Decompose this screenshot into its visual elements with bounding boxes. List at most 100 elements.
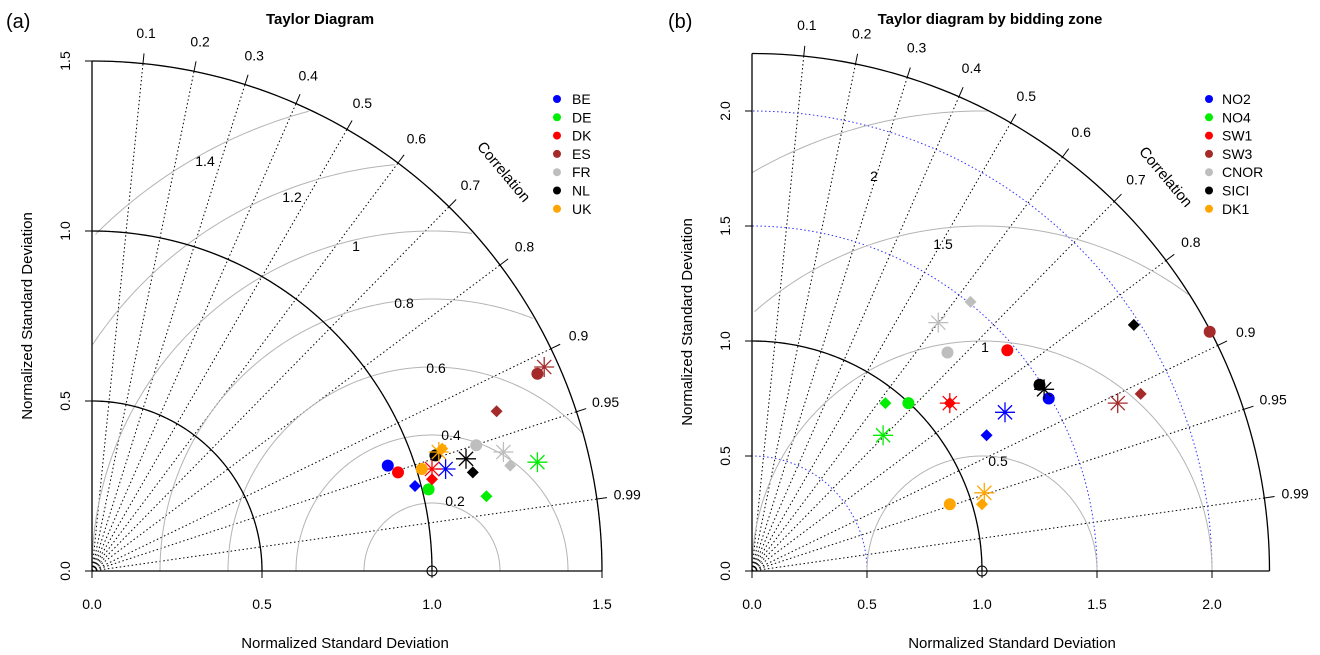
data-point-circle — [902, 397, 915, 410]
data-point-circle — [422, 483, 435, 496]
correlation-line — [751, 56, 805, 572]
x-tick-label: 0.5 — [252, 596, 272, 612]
data-point-diamond — [466, 466, 479, 479]
legend-entry: FR — [572, 164, 591, 180]
legend-entry: DK — [572, 128, 592, 144]
correlation-line — [751, 497, 1265, 572]
rms-circle — [159, 298, 533, 572]
rms-label: 1 — [981, 339, 989, 355]
x-tick-label: 0.0 — [742, 596, 762, 612]
correlation-line — [91, 63, 144, 572]
legend-swatch — [1205, 113, 1213, 122]
correlation-tick-label: 0.5 — [1017, 88, 1037, 104]
correlation-tick — [1243, 405, 1254, 410]
data-point-circle — [941, 346, 954, 359]
y-tick-label: 0.5 — [57, 391, 73, 411]
sd-unit-arc — [751, 340, 983, 572]
correlation-tick-label: 0.6 — [1071, 124, 1091, 140]
correlation-line — [91, 348, 552, 572]
legend-swatch — [1205, 204, 1213, 213]
data-point-circle — [1203, 325, 1216, 338]
x-tick-label: 0.0 — [82, 596, 102, 612]
correlation-tick — [596, 497, 608, 500]
data-point-asterisk — [1107, 393, 1128, 414]
legend-entry: DE — [572, 109, 591, 125]
legend-entry: NO2 — [1222, 91, 1251, 107]
data-point-asterisk — [995, 402, 1015, 423]
correlation-tick — [576, 408, 587, 413]
y-tick-label: 0.0 — [57, 561, 73, 581]
correlation-line — [91, 162, 399, 572]
legend-entry: UK — [572, 201, 592, 217]
taylor-diagram-b: (b) Taylor diagram by bidding zone Norma… — [668, 11, 1309, 652]
rms-circle — [91, 230, 473, 572]
y-axis-label: Normalized Standard Deviation — [679, 218, 696, 426]
rms-circle — [751, 110, 989, 174]
data-point-circle — [392, 466, 404, 479]
correlation-line — [751, 201, 1115, 572]
rms-label: 0.6 — [426, 360, 446, 376]
data-point-diamond — [1134, 387, 1147, 400]
rms-circle — [363, 502, 501, 572]
legend-entry: SW3 — [1222, 146, 1253, 162]
rms-label: 1.4 — [195, 153, 215, 169]
data-point-asterisk — [456, 448, 476, 469]
correlation-tick — [855, 53, 859, 65]
rms-circle — [92, 164, 395, 345]
correlation-tick-label: 0.1 — [797, 17, 817, 33]
data-point-diamond — [964, 295, 977, 308]
correlation-tick-label: 0.99 — [1281, 486, 1308, 502]
outer-boundary-arc — [91, 60, 603, 572]
rms-label: 0.8 — [394, 295, 414, 311]
correlation-tick-label: 0.6 — [407, 131, 427, 147]
data-point-diamond — [490, 405, 503, 418]
data-point-asterisk — [422, 459, 442, 479]
data-point-circle — [470, 439, 483, 452]
legend-entry: CNOR — [1222, 164, 1263, 180]
legend-entry: SICI — [1222, 183, 1249, 199]
y-tick-label: 2.0 — [717, 101, 733, 121]
legend-swatch — [553, 149, 561, 158]
correlation-tick — [1217, 340, 1228, 346]
data-point-circle — [1001, 344, 1014, 357]
panel-tag: (b) — [668, 11, 692, 33]
correlation-label: Correlation — [473, 139, 533, 206]
rms-label: 0.4 — [441, 427, 461, 443]
panel-tag: (a) — [6, 11, 30, 33]
x-axis-label: Normalized Standard Deviation — [241, 635, 449, 652]
correlation-tick — [346, 120, 353, 130]
correlation-line — [751, 63, 856, 572]
correlation-line — [91, 71, 195, 572]
legend-entry: DK1 — [1222, 201, 1249, 217]
data-point-asterisk — [939, 393, 960, 414]
correlation-line — [751, 344, 1218, 572]
correlation-line — [91, 498, 597, 572]
rms-circle — [227, 366, 583, 572]
data-point-diamond — [980, 429, 993, 442]
rms-label: 1 — [352, 238, 360, 254]
x-tick-label: 1.0 — [422, 596, 442, 612]
x-axis-label: Normalized Standard Deviation — [908, 635, 1116, 652]
rms-circle — [754, 225, 1189, 312]
correlation-tick-label: 0.7 — [1126, 171, 1146, 187]
correlation-tick — [1113, 193, 1122, 202]
correlation-tick-label: 0.3 — [907, 40, 927, 56]
data-point-diamond — [879, 397, 892, 410]
rms-label: 0.5 — [988, 453, 1008, 469]
data-point-circle — [1042, 392, 1055, 405]
outer-boundary-arc — [751, 52, 1271, 572]
correlation-tick — [1264, 496, 1275, 499]
chart-title: Taylor Diagram — [266, 11, 374, 28]
correlation-tick-label: 0.8 — [1181, 234, 1201, 250]
correlation-tick-label: 0.9 — [569, 327, 589, 343]
rms-circle — [866, 455, 1098, 572]
correlation-tick — [193, 61, 197, 72]
legend-swatch — [1205, 131, 1213, 140]
data-point-circle — [415, 463, 428, 475]
correlation-tick — [397, 154, 405, 164]
rms-label: 2 — [870, 168, 878, 184]
data-point-asterisk — [428, 442, 449, 462]
data-point-asterisk — [493, 442, 514, 462]
legend-entry: BE — [572, 91, 591, 107]
data-point-circle — [381, 459, 394, 472]
